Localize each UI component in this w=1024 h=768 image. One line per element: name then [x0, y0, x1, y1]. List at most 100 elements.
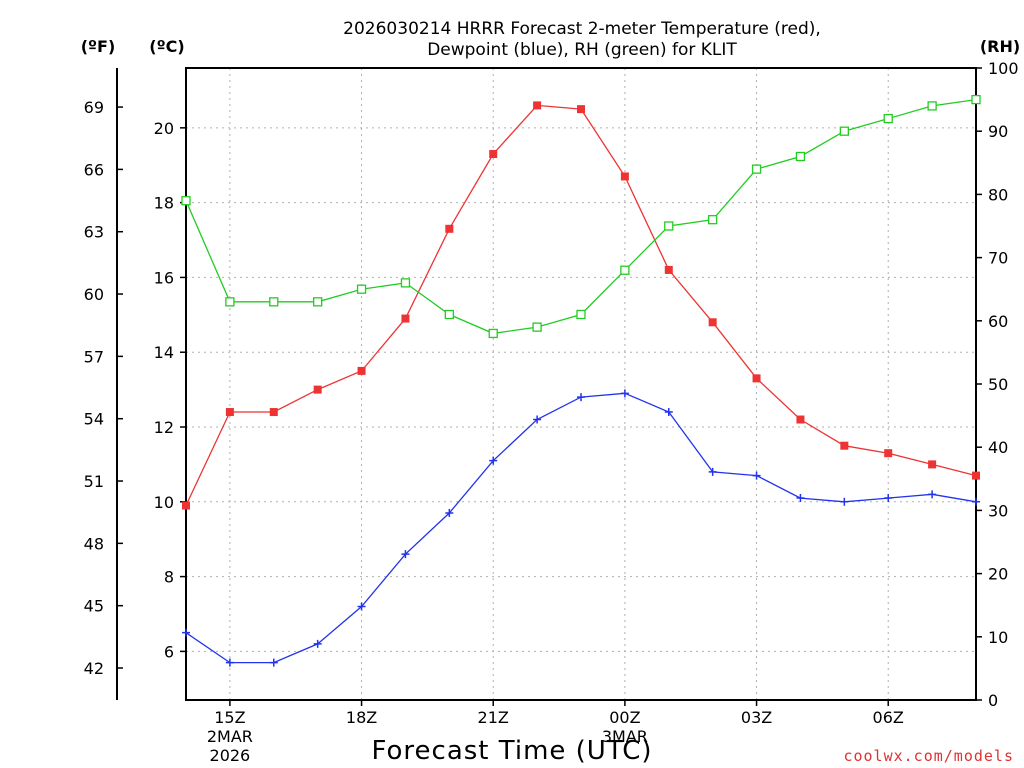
fahrenheit-tick-label: 63 [84, 223, 104, 242]
temperature-point [401, 314, 410, 323]
dewpoint-point [401, 550, 410, 559]
celsius-tick-label: 16 [154, 268, 174, 287]
dewpoint-point [620, 389, 629, 398]
dewpoint-point [708, 467, 717, 476]
rh-point [181, 196, 191, 206]
fahrenheit-unit-label: (ºF) [81, 37, 116, 56]
dewpoint-point [840, 497, 849, 506]
plot-frame [185, 67, 977, 701]
fahrenheit-tick-label: 60 [84, 285, 104, 304]
rh-tick-label: 50 [988, 375, 1008, 394]
series-dewpoint [182, 389, 980, 667]
rh-point [795, 151, 806, 162]
rh-point [751, 164, 762, 174]
dewpoint-point [313, 639, 322, 648]
rh-point [313, 297, 323, 307]
rh-tick-label: 80 [988, 185, 1008, 204]
rh-tick-label: 90 [988, 122, 1008, 141]
dewpoint-point [884, 494, 893, 503]
temperature-point [357, 366, 366, 375]
fahrenheit-tick-label: 66 [84, 160, 104, 179]
temperature-point [577, 105, 585, 114]
temperature-point [796, 415, 805, 424]
series-temperature [182, 101, 980, 510]
rh-point [708, 215, 718, 225]
temperature-point [533, 101, 542, 110]
x-tick-label: 03Z [741, 708, 772, 727]
dewpoint-point [533, 415, 542, 424]
dewpoint-point [269, 658, 278, 667]
dewpoint-point [489, 456, 498, 465]
fahrenheit-tick-label: 42 [84, 659, 104, 678]
dewpoint-line [185, 392, 977, 664]
fahrenheit-tick-label: 57 [84, 347, 104, 366]
rh-tick-label: 70 [988, 249, 1008, 268]
rh-point [927, 101, 937, 111]
rh-point [444, 309, 454, 320]
dewpoint-point [752, 471, 761, 480]
temperature-point [182, 501, 190, 510]
x-tick-date-label: 3MAR [602, 727, 648, 746]
chart-title-line2: Dewpoint (blue), RH (green) for KLIT [427, 40, 737, 60]
axes: 6 8 10 12 14 16 18 20 42 45 48 51 54 57 60 63 66 69 0 10 20 3… [84, 59, 1019, 765]
dewpoint-point [577, 393, 585, 402]
celsius-unit-label: (ºC) [149, 37, 184, 56]
rh-tick-label: 60 [988, 312, 1008, 331]
temperature-point [972, 471, 980, 480]
rh-point [839, 126, 849, 136]
rh-tick-label: 10 [988, 628, 1008, 647]
dewpoint-point [445, 509, 454, 518]
dewpoint-point [357, 602, 366, 611]
dewpoint-point [796, 494, 805, 503]
celsius-tick-label: 8 [164, 568, 174, 587]
rh-tick-label: 20 [988, 565, 1008, 584]
grid-lines [186, 68, 976, 700]
temperature-point [884, 449, 893, 458]
rh-point [576, 309, 586, 320]
fahrenheit-tick-label: 45 [84, 597, 104, 616]
fahrenheit-tick-label: 69 [84, 98, 104, 117]
temperature-point [313, 385, 322, 394]
x-tick-label: 00Z [609, 708, 640, 727]
celsius-tick-label: 14 [154, 343, 174, 362]
x-tick-year-label: 2026 [210, 746, 251, 765]
rh-point [356, 284, 367, 294]
chart-labels: 2026030214 HRRR Forecast 2-meter Tempera… [81, 19, 1020, 766]
fahrenheit-tick-label: 51 [84, 472, 104, 491]
celsius-tick-label: 12 [154, 418, 174, 437]
rh-point [400, 278, 411, 288]
celsius-tick-label: 10 [154, 493, 174, 512]
rh-point [883, 113, 893, 124]
dewpoint-point [928, 490, 937, 499]
dewpoint-point [664, 408, 673, 417]
temperature-point [664, 265, 673, 274]
temperature-point [269, 408, 278, 417]
dewpoint-point [972, 497, 980, 506]
fahrenheit-tick-label: 54 [84, 410, 104, 429]
rh-unit-label: (RH) [980, 37, 1020, 56]
rh-line [185, 98, 977, 335]
x-tick-label: 18Z [346, 708, 377, 727]
rh-point [225, 297, 235, 307]
x-axis-label: Forecast Time (UTC) [371, 736, 652, 766]
celsius-tick-label: 6 [164, 642, 174, 661]
dewpoint-point [182, 628, 190, 637]
rh-point [664, 221, 674, 231]
x-tick-label: 21Z [478, 708, 509, 727]
rh-point [532, 322, 542, 332]
celsius-tick-label: 20 [154, 119, 174, 138]
rh-tick-label: 40 [988, 438, 1008, 457]
rh-point [269, 297, 279, 307]
x-tick-label: 06Z [873, 708, 904, 727]
temperature-point [708, 318, 717, 327]
celsius-tick-label: 18 [154, 194, 174, 213]
temperature-point [928, 460, 937, 469]
temperature-point [225, 408, 234, 417]
rh-point [971, 94, 981, 105]
rh-tick-label: 30 [988, 501, 1008, 520]
temperature-point [445, 224, 454, 233]
rh-tick-label: 100 [988, 59, 1019, 78]
credit-text: coolwx.com/models [843, 747, 1014, 765]
series-layer [181, 94, 981, 667]
